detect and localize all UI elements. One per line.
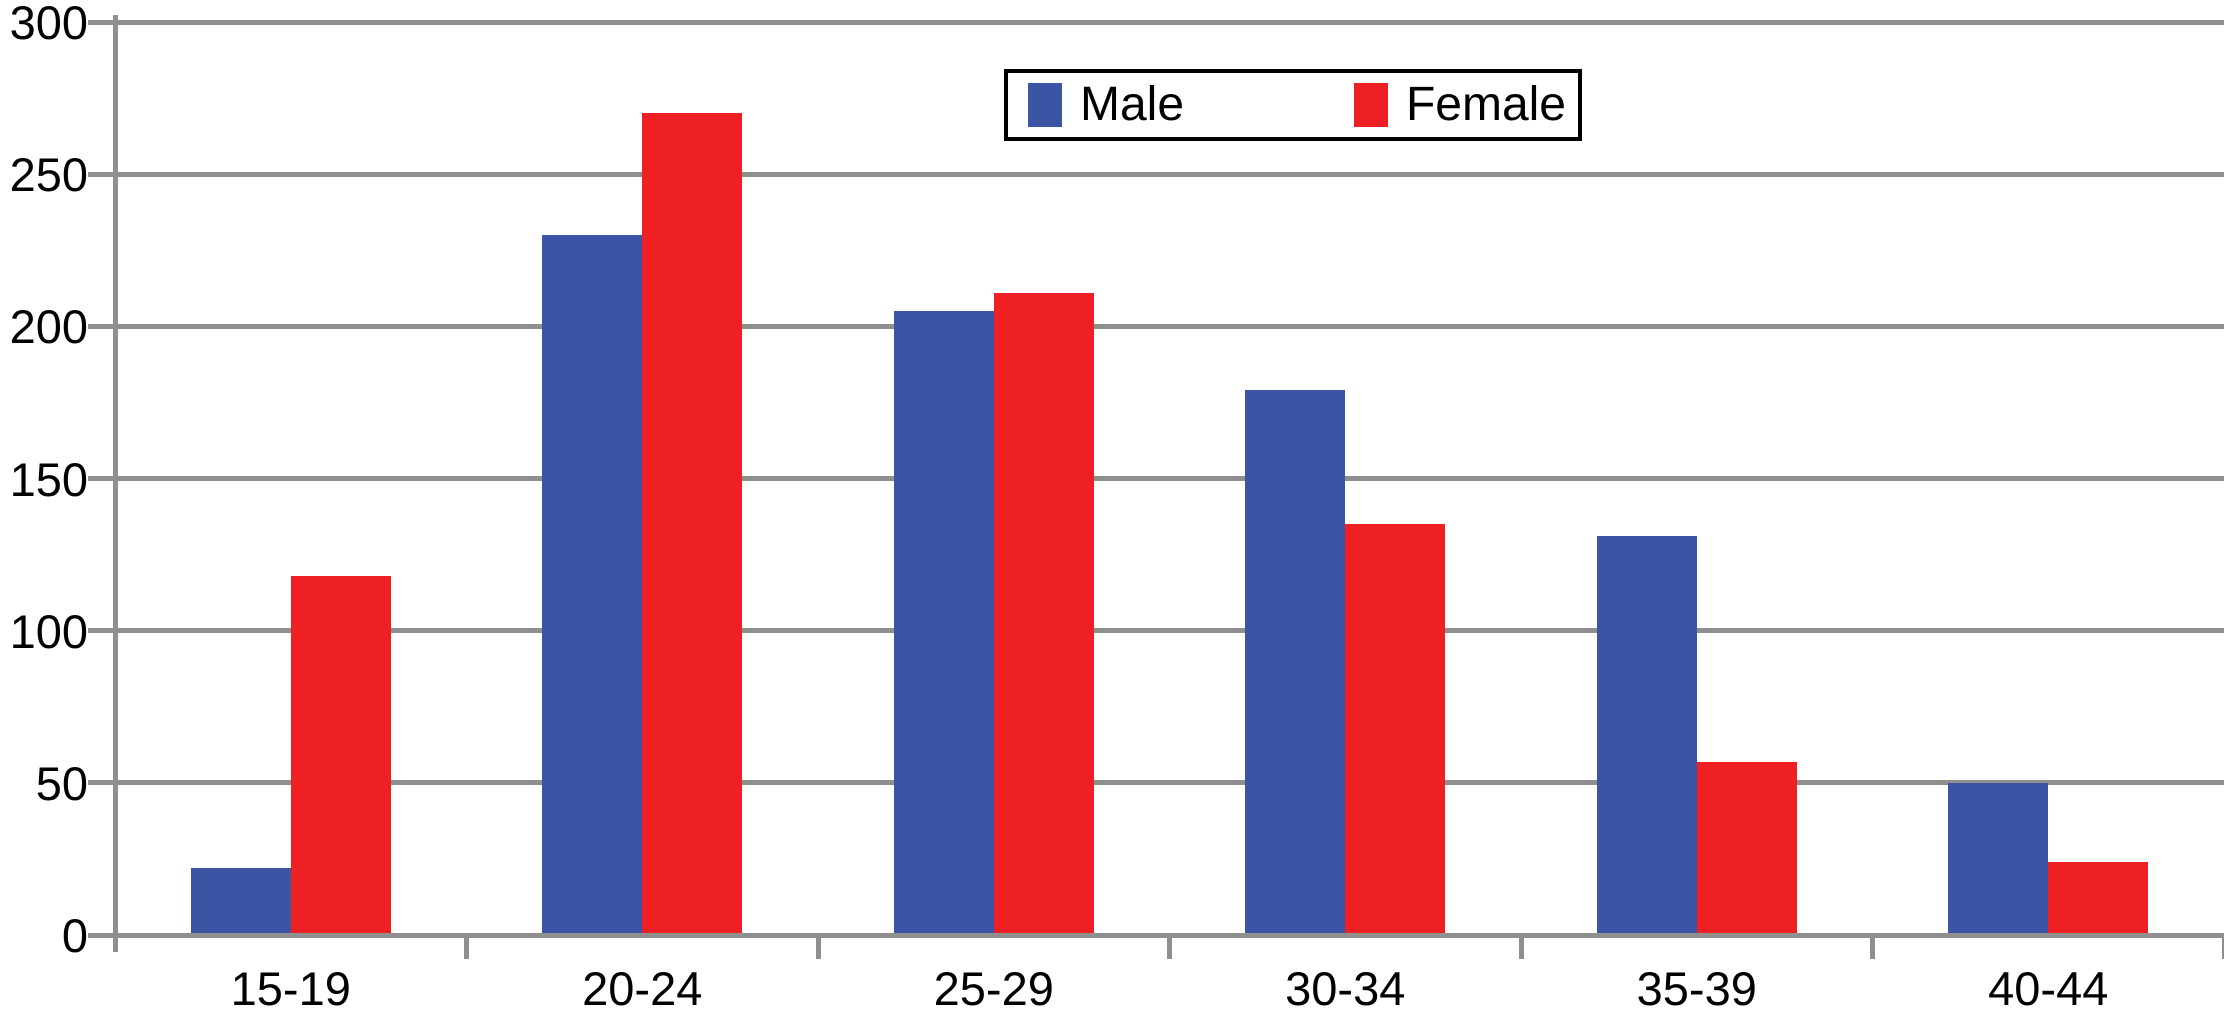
bar-male-25-29 [893, 311, 994, 935]
y-tick-100 [88, 628, 120, 634]
legend-label-male: Male [1080, 78, 1185, 131]
bar-male-40-44 [1948, 782, 2049, 935]
y-tick-250 [88, 171, 120, 177]
gridline-150 [115, 476, 2224, 481]
bar-female-40-44 [2048, 861, 2149, 935]
y-tick-200 [88, 323, 120, 329]
bar-male-15-19 [190, 868, 291, 935]
gridline-200 [115, 323, 2224, 329]
y-axis-label-200: 200 [9, 300, 88, 354]
x-boundary-tick-4 [1870, 935, 1875, 959]
x-axis-label-40-44: 40-44 [1988, 962, 2109, 1015]
y-axis-label-100: 100 [9, 604, 88, 658]
bar-female-30-34 [1345, 524, 1446, 935]
gridline-250 [115, 171, 2224, 177]
bar-female-15-19 [290, 575, 391, 935]
x-boundary-tick-2 [1167, 935, 1172, 959]
x-boundary-tick-3 [1518, 935, 1524, 959]
x-axis-label-20-24: 20-24 [582, 962, 703, 1015]
y-tick-150 [88, 476, 120, 481]
bar-female-25-29 [993, 292, 1094, 935]
x-axis-baseline [88, 932, 2224, 938]
x-axis-label-35-39: 35-39 [1636, 962, 1757, 1015]
bar-male-30-34 [1245, 390, 1346, 935]
y-tick-300 [88, 19, 120, 25]
x-boundary-tick-0 [464, 935, 469, 959]
x-boundary-tick-5 [2221, 935, 2224, 959]
x-axis-label-15-19: 15-19 [230, 962, 351, 1015]
y-axis-label-0: 0 [61, 909, 88, 962]
bar-male-35-39 [1596, 536, 1697, 935]
legend-label-female: Female [1405, 78, 1566, 131]
y-axis-label-300: 300 [9, 0, 88, 49]
bar-male-20-24 [542, 235, 643, 935]
male-color-swatch [1028, 83, 1062, 127]
legend: Male Female [1004, 69, 1582, 141]
gridline-50 [115, 780, 2224, 786]
x-axis-label-25-29: 25-29 [933, 962, 1054, 1015]
y-tick-50 [88, 780, 120, 786]
x-axis-label-30-34: 30-34 [1285, 962, 1406, 1015]
female-color-swatch [1353, 83, 1388, 127]
gridline-100 [115, 628, 2224, 634]
y-axis-line [112, 15, 118, 952]
legend-item-female: Female [1353, 78, 1566, 131]
y-axis-label-250: 250 [9, 148, 88, 202]
bar-female-35-39 [1696, 761, 1797, 935]
bar-female-20-24 [642, 113, 743, 935]
x-boundary-tick-1 [815, 935, 821, 959]
y-axis-label-50: 50 [35, 756, 88, 810]
y-axis-label-150: 150 [9, 452, 88, 506]
legend-item-male: Male [1028, 81, 1184, 129]
gridline-300 [115, 19, 2224, 25]
